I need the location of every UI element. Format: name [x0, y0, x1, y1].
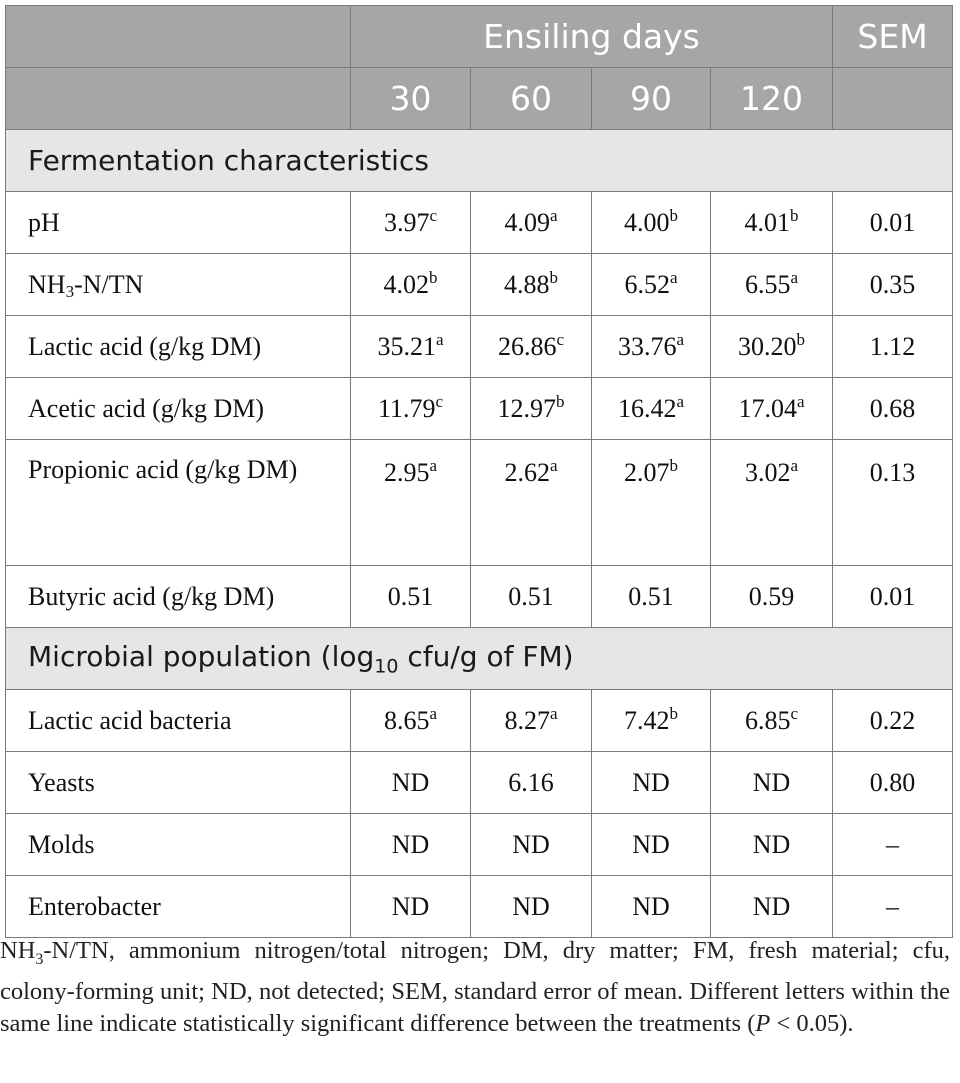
value-cell: 2.95a	[350, 439, 471, 566]
value-cell: 16.42a	[591, 377, 711, 440]
section-title-microbial: Microbial population (log10 cfu/g of FM)	[4, 627, 954, 690]
value-cell: 11.79c	[350, 377, 471, 440]
sem-cell: 0.35	[832, 253, 954, 316]
day-header-30: 30	[350, 67, 471, 130]
row-label: Lactic acid (g/kg DM)	[5, 315, 351, 378]
table-row-propionic-acid: Propionic acid (g/kg DM) 2.95a 2.62a 2.0…	[5, 439, 954, 566]
value-cell: 4.09a	[470, 191, 592, 254]
value-cell: ND	[591, 751, 711, 814]
header-blank-cell	[832, 67, 954, 130]
day-header-60: 60	[470, 67, 592, 130]
value-cell: 17.04a	[709, 377, 834, 440]
value-cell: 0.59	[709, 565, 834, 628]
table-row-lactic-acid: Lactic acid (g/kg DM) 35.21a 26.86c 33.7…	[5, 315, 954, 378]
ensiling-days-header: Ensiling days	[349, 5, 834, 68]
value-cell: 7.42b	[591, 689, 711, 752]
value-cell: ND	[591, 813, 711, 876]
value-cell: 4.88b	[470, 253, 592, 316]
row-label: Yeasts	[5, 751, 351, 814]
table-row-yeasts: Yeasts ND 6.16 ND ND 0.80	[5, 751, 954, 814]
table-row-ph: pH 3.97c 4.09a 4.00b 4.01b 0.01	[5, 191, 954, 254]
row-label: Molds	[5, 813, 351, 876]
ensiling-table: Ensiling days SEM 30 60 90 120 Fermentat…	[4, 5, 954, 938]
value-cell: 2.07b	[591, 439, 711, 566]
day-header-120: 120	[709, 67, 834, 130]
table-header: Ensiling days SEM 30 60 90 120	[5, 5, 954, 130]
value-cell: ND	[709, 751, 834, 814]
row-label: pH	[5, 191, 351, 254]
value-cell: 3.97c	[350, 191, 471, 254]
value-cell: 35.21a	[350, 315, 471, 378]
value-cell: 33.76a	[591, 315, 711, 378]
sem-cell: 0.80	[832, 751, 954, 814]
value-cell: 0.51	[350, 565, 471, 628]
table-row-molds: Molds ND ND ND ND –	[5, 813, 954, 876]
header-blank-cell	[5, 67, 351, 130]
value-cell: 4.02b	[350, 253, 471, 316]
table-row-nh3: NH3-N/TN 4.02b 4.88b 6.52a 6.55a 0.35	[5, 253, 954, 316]
value-cell: 4.01b	[709, 191, 834, 254]
value-cell: ND	[470, 813, 592, 876]
value-cell: ND	[350, 813, 471, 876]
section-row-fermentation: Fermentation characteristics	[4, 129, 954, 192]
sem-cell: 0.01	[832, 191, 954, 254]
day-header-90: 90	[591, 67, 711, 130]
value-cell: 4.00b	[591, 191, 711, 254]
header-blank-cell	[5, 5, 351, 68]
value-cell: ND	[709, 875, 834, 938]
value-cell: 12.97b	[470, 377, 592, 440]
row-label: Enterobacter	[5, 875, 351, 938]
sem-cell: 0.68	[832, 377, 954, 440]
row-label: Butyric acid (g/kg DM)	[5, 565, 351, 628]
value-cell: 8.65a	[350, 689, 471, 752]
sem-cell: –	[832, 813, 954, 876]
value-cell: 30.20b	[709, 315, 834, 378]
sem-cell: –	[832, 875, 954, 938]
table-row-acetic-acid: Acetic acid (g/kg DM) 11.79c 12.97b 16.4…	[5, 377, 954, 440]
value-cell: ND	[591, 875, 711, 938]
sem-cell: 0.01	[832, 565, 954, 628]
value-cell: 6.52a	[591, 253, 711, 316]
sem-cell: 1.12	[832, 315, 954, 378]
table-row-lactic-acid-bacteria: Lactic acid bacteria 8.65a 8.27a 7.42b 6…	[5, 689, 954, 752]
section-row-microbial: Microbial population (log10 cfu/g of FM)	[4, 627, 954, 690]
sem-cell: 0.13	[832, 439, 954, 566]
value-cell: ND	[350, 875, 471, 938]
value-cell: 0.51	[470, 565, 592, 628]
sem-cell: 0.22	[832, 689, 954, 752]
section-title-fermentation: Fermentation characteristics	[4, 129, 954, 192]
table-row-enterobacter: Enterobacter ND ND ND ND –	[5, 875, 954, 938]
value-cell: 2.62a	[470, 439, 592, 566]
value-cell: 6.16	[470, 751, 592, 814]
row-label: Lactic acid bacteria	[5, 689, 351, 752]
table-footnote: NH3-N/TN, ammonium nitrogen/total nitrog…	[0, 937, 950, 1037]
data-table-container: Ensiling days SEM 30 60 90 120 Fermentat…	[4, 5, 954, 938]
value-cell: 3.02a	[709, 439, 834, 566]
row-label: NH3-N/TN	[5, 253, 351, 316]
value-cell: 8.27a	[470, 689, 592, 752]
value-cell: ND	[350, 751, 471, 814]
table-row-butyric-acid: Butyric acid (g/kg DM) 0.51 0.51 0.51 0.…	[5, 565, 954, 628]
value-cell: 6.85c	[709, 689, 834, 752]
value-cell: 6.55a	[709, 253, 834, 316]
sem-header: SEM	[832, 5, 954, 68]
value-cell: 26.86c	[470, 315, 592, 378]
value-cell: 0.51	[591, 565, 711, 628]
value-cell: ND	[470, 875, 592, 938]
value-cell: ND	[709, 813, 834, 876]
row-label: Propionic acid (g/kg DM)	[5, 439, 351, 566]
row-label: Acetic acid (g/kg DM)	[5, 377, 351, 440]
